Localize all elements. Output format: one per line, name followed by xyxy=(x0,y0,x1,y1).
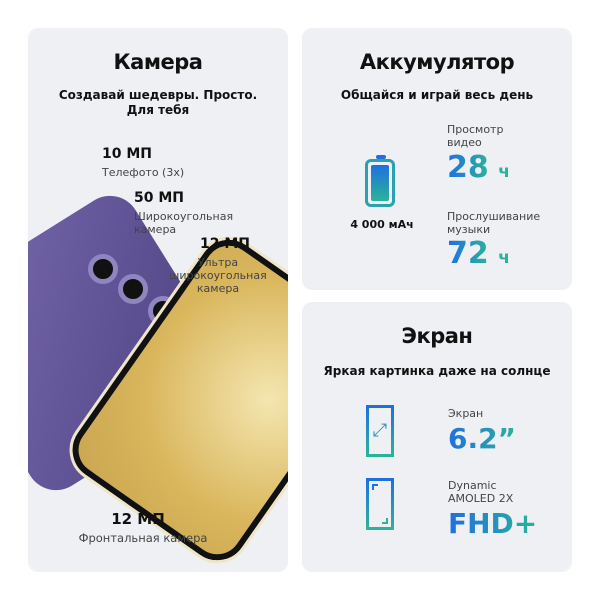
music-label: Прослушивание музыки xyxy=(447,210,541,236)
camera-card: Камера Создавай шедевры. Просто. Для теб… xyxy=(28,28,288,572)
battery-capacity: 4 000 мАч xyxy=(350,218,414,231)
camera-subtitle: Создавай шедевры. Просто. Для тебя xyxy=(58,88,258,117)
video-unit: ч xyxy=(498,162,510,182)
wide-label: Широкоугольная камера xyxy=(134,210,234,236)
tele-label: Телефото (3x) xyxy=(102,166,185,179)
video-label: Просмотр видео xyxy=(447,123,504,149)
screen-title: Экран xyxy=(401,324,473,348)
screen-subtitle: Яркая картинка даже на солнце xyxy=(323,364,551,378)
screen-size-icon: ⤢ xyxy=(366,405,394,457)
wide-mp: 50 МП xyxy=(134,190,185,206)
screen-size-value: 6.2” xyxy=(448,422,517,455)
front-mp: 12 МП xyxy=(111,510,165,528)
display-type-value: FHD+ xyxy=(448,507,538,540)
display-type-label: Dynamic AMOLED 2X xyxy=(448,479,514,505)
battery-title: Аккумулятор xyxy=(359,50,515,74)
screen-size-label: Экран xyxy=(448,407,484,420)
ultra-mp: 12 МП xyxy=(200,236,251,252)
battery-icon xyxy=(365,155,395,207)
display-frame-icon xyxy=(366,478,394,530)
battery-card: Аккумулятор Общайся и играй весь день 4 … xyxy=(302,28,572,290)
camera-lens-wide xyxy=(118,274,148,304)
ultra-label: Ультра широкоугольная камера xyxy=(169,256,267,295)
video-value: 28 xyxy=(447,150,489,185)
battery-subtitle: Общайся и играй весь день xyxy=(340,88,534,102)
tele-mp: 10 МП xyxy=(102,146,153,162)
screen-card: Экран Яркая картинка даже на солнце ⤢ Эк… xyxy=(302,302,572,572)
front-label: Фронтальная камера xyxy=(78,531,208,545)
music-unit: ч xyxy=(498,248,510,268)
music-value: 72 xyxy=(447,236,489,271)
camera-lens-tele xyxy=(88,254,118,284)
camera-title: Камера xyxy=(113,50,203,74)
